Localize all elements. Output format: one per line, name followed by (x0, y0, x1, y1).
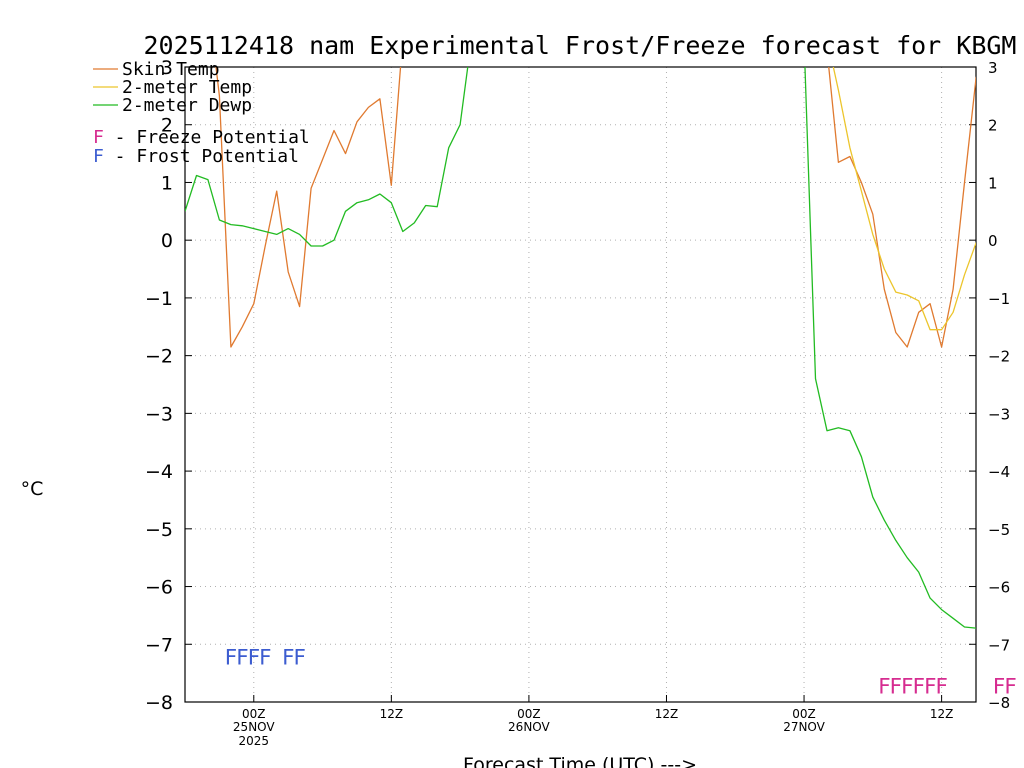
x-tick-year: 2025 (239, 734, 270, 748)
y-tick-label-right: −6 (988, 579, 1010, 597)
x-tick-label: 12Z (930, 707, 954, 721)
series-line-dewp (185, 67, 976, 629)
y-tick-label-right: −8 (988, 694, 1010, 712)
y-tick-label: −1 (145, 288, 173, 310)
y-tick-label-right: 0 (988, 232, 998, 250)
frost-flag: F (282, 645, 295, 669)
y-tick-label: −4 (145, 461, 173, 483)
legend-label-dewp: 2-meter Dewp (122, 95, 252, 116)
y-tick-label-right: −2 (988, 348, 1010, 366)
frost-flag: F (247, 645, 260, 669)
x-tick-label: 00Z (242, 707, 266, 721)
y-tick-label-right: −3 (988, 405, 1010, 423)
chart-title: 2025112418 nam Experimental Frost/Freeze… (144, 31, 1017, 60)
x-tick-date: 25NOV (233, 720, 275, 734)
y-tick-label-right: −7 (988, 636, 1010, 654)
y-tick-label-right: 1 (988, 174, 998, 192)
x-tick-label: 00Z (792, 707, 816, 721)
y-tick-label-right: −4 (988, 463, 1010, 481)
y-tick-label: 3 (161, 57, 173, 79)
freeze-flag: F (1004, 674, 1017, 698)
x-tick-label: 00Z (517, 707, 541, 721)
freeze-flag: F (901, 674, 914, 698)
x-tick-date: 26NOV (508, 720, 550, 734)
x-tick-date: 27NOV (783, 720, 825, 734)
y-tick-label-right: 2 (988, 117, 998, 135)
y-axis-label: °C (21, 478, 44, 500)
y-tick-label: 1 (161, 172, 173, 194)
y-tick-label: −8 (145, 692, 173, 714)
legend-label-skin: Skin Temp (122, 59, 220, 80)
flag-legend-freeze: F - Freeze Potential (93, 127, 310, 148)
y-tick-label: −6 (145, 577, 173, 599)
series-group (185, 67, 976, 629)
flag-legend-frost: F - Frost Potential (93, 146, 299, 167)
freeze-flag: F (993, 674, 1006, 698)
y-tick-label: −2 (145, 346, 173, 368)
y-tick-label: −3 (145, 403, 173, 425)
x-tick-label: 12Z (380, 707, 404, 721)
series-line-skin (215, 67, 976, 348)
y-tick-label-right: −1 (988, 290, 1010, 308)
y-tick-label-right: −5 (988, 521, 1010, 539)
freeze-flag: F (935, 674, 948, 698)
grid (185, 67, 976, 702)
y-tick-label: 2 (161, 115, 173, 137)
freeze-flag: F (912, 674, 925, 698)
y-tick-label: −5 (145, 519, 173, 541)
legend-label-temp: 2-meter Temp (122, 77, 252, 98)
y-tick-label-right: 3 (988, 59, 998, 77)
y-tick-label: 0 (161, 230, 173, 252)
plot-frame (184, 66, 977, 703)
frost-flag: F (236, 645, 249, 669)
frost-flag: F (225, 645, 238, 669)
y-axis: 3 3 2 2 1 1 0 0 −1 −1 −2 −2 −3 −3 −4 −4 −5 −5 −6 −6 −7 −7 −8 −8 (145, 57, 1010, 714)
x-axis-label: Forecast Time (UTC) ---> (463, 754, 697, 768)
frost-flag: F (259, 645, 272, 669)
frost-flag: F (293, 645, 306, 669)
x-tick-label: 12Z (655, 707, 679, 721)
freeze-flag: F (924, 674, 937, 698)
y-tick-label: −7 (145, 634, 173, 656)
freeze-flag: F (878, 674, 891, 698)
freeze-flag: F (889, 674, 902, 698)
